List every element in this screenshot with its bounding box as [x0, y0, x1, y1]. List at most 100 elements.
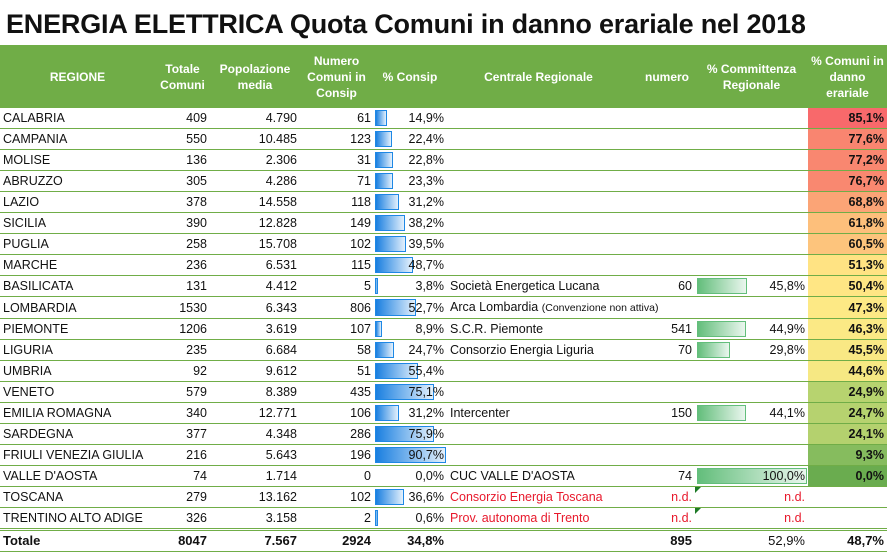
cell-numero-consip[interactable]: 0 [300, 465, 373, 487]
cell-centrale-regionale[interactable]: Società Energetica Lucana [447, 275, 630, 297]
cell-centrale-regionale[interactable]: Intercenter [447, 402, 630, 424]
cell-perc-committenza[interactable]: n.d. [695, 507, 808, 530]
cell-perc-committenza[interactable] [695, 191, 808, 213]
cell-numero[interactable] [630, 423, 695, 445]
table-row[interactable]: TOSCANA 279 13.162 102 36,6% Consorzio Energi… [0, 486, 887, 508]
cell-perc-consip[interactable]: 55,4% [373, 360, 447, 382]
cell-perc-danno[interactable]: 24,9% [808, 381, 887, 403]
cell-totale-comuni[interactable]: 550 [155, 128, 210, 150]
cell-perc-consip[interactable]: 52,7% [373, 296, 447, 319]
cell-perc-consip[interactable]: 90,7% [373, 444, 447, 466]
cell-regione[interactable]: PIEMONTE [0, 318, 155, 340]
cell-totale-comuni[interactable]: 378 [155, 191, 210, 213]
total-totale-comuni[interactable]: 8047 [155, 528, 210, 552]
cell-numero-consip[interactable]: 51 [300, 360, 373, 382]
cell-numero[interactable]: 541 [630, 318, 695, 340]
cell-regione[interactable]: EMILIA ROMAGNA [0, 402, 155, 424]
cell-perc-committenza[interactable] [695, 233, 808, 255]
cell-perc-danno[interactable] [808, 507, 887, 530]
cell-perc-consip[interactable]: 36,6% [373, 486, 447, 508]
cell-popolazione-media[interactable]: 8.389 [210, 381, 300, 403]
table-row[interactable]: TRENTINO ALTO ADIGE 326 3.158 2 0,6% Prov. au… [0, 507, 887, 530]
cell-numero[interactable]: n.d. [630, 486, 695, 508]
comment-indicator-icon[interactable] [695, 487, 701, 493]
cell-perc-consip[interactable]: 8,9% [373, 318, 447, 340]
cell-centrale-regionale[interactable] [447, 444, 630, 466]
cell-totale-comuni[interactable]: 377 [155, 423, 210, 445]
col-header-perc-committenza[interactable]: % Committenza Regionale [695, 45, 808, 108]
cell-centrale-regionale[interactable] [447, 360, 630, 382]
col-header-perc-danno[interactable]: % Comuni in danno erariale [808, 45, 887, 108]
cell-numero[interactable] [630, 381, 695, 403]
cell-perc-consip[interactable]: 22,4% [373, 128, 447, 150]
col-header-centrale[interactable]: Centrale Regionale [447, 45, 630, 108]
cell-numero[interactable] [630, 108, 695, 129]
cell-regione[interactable]: BASILICATA [0, 275, 155, 297]
cell-regione[interactable]: LOMBARDIA [0, 296, 155, 319]
cell-perc-consip[interactable]: 0,0% [373, 465, 447, 487]
table-row[interactable]: LOMBARDIA 1530 6.343 806 52,7% Arca Lombardia… [0, 296, 887, 319]
cell-totale-comuni[interactable]: 216 [155, 444, 210, 466]
cell-perc-consip[interactable]: 31,2% [373, 191, 447, 213]
cell-numero-consip[interactable]: 196 [300, 444, 373, 466]
table-row[interactable]: EMILIA ROMAGNA 340 12.771 106 31,2% Intercent… [0, 402, 887, 424]
cell-numero[interactable] [630, 212, 695, 234]
cell-numero-consip[interactable]: 58 [300, 339, 373, 361]
cell-totale-comuni[interactable]: 92 [155, 360, 210, 382]
cell-perc-committenza[interactable] [695, 444, 808, 466]
table-row[interactable]: SICILIA 390 12.828 149 38,2% 61,8% [0, 212, 887, 234]
cell-totale-comuni[interactable]: 340 [155, 402, 210, 424]
col-header-popolazione-media[interactable]: Popolazione media [210, 45, 300, 108]
cell-popolazione-media[interactable]: 4.412 [210, 275, 300, 297]
cell-perc-danno[interactable]: 44,6% [808, 360, 887, 382]
cell-totale-comuni[interactable]: 236 [155, 254, 210, 276]
cell-centrale-regionale[interactable] [447, 170, 630, 192]
cell-perc-danno[interactable]: 77,2% [808, 149, 887, 171]
cell-centrale-regionale[interactable] [447, 108, 630, 129]
cell-popolazione-media[interactable]: 15.708 [210, 233, 300, 255]
cell-regione[interactable]: PUGLIA [0, 233, 155, 255]
total-label[interactable]: Totale [0, 528, 155, 552]
cell-totale-comuni[interactable]: 305 [155, 170, 210, 192]
cell-centrale-regionale[interactable] [447, 128, 630, 150]
table-row[interactable]: CALABRIA 409 4.790 61 14,9% 85,1% [0, 108, 887, 129]
table-row[interactable]: LIGURIA 235 6.684 58 24,7% Consorzio Energia … [0, 339, 887, 361]
cell-totale-comuni[interactable]: 390 [155, 212, 210, 234]
cell-numero[interactable]: 70 [630, 339, 695, 361]
cell-popolazione-media[interactable]: 4.790 [210, 108, 300, 129]
cell-regione[interactable]: VENETO [0, 381, 155, 403]
cell-centrale-regionale[interactable] [447, 233, 630, 255]
cell-perc-consip[interactable]: 38,2% [373, 212, 447, 234]
cell-numero[interactable] [630, 149, 695, 171]
cell-perc-danno[interactable]: 46,3% [808, 318, 887, 340]
cell-regione[interactable]: SARDEGNA [0, 423, 155, 445]
cell-popolazione-media[interactable]: 6.531 [210, 254, 300, 276]
cell-perc-committenza[interactable]: n.d. [695, 486, 808, 508]
cell-regione[interactable]: VALLE D'AOSTA [0, 465, 155, 487]
cell-perc-consip[interactable]: 75,9% [373, 423, 447, 445]
cell-numero-consip[interactable]: 118 [300, 191, 373, 213]
cell-numero-consip[interactable]: 149 [300, 212, 373, 234]
cell-centrale-regionale[interactable] [447, 149, 630, 171]
cell-numero[interactable]: 150 [630, 402, 695, 424]
cell-popolazione-media[interactable]: 5.643 [210, 444, 300, 466]
cell-popolazione-media[interactable]: 2.306 [210, 149, 300, 171]
cell-centrale-regionale[interactable]: Arca Lombardia (Convenzione non attiva) [447, 296, 658, 319]
cell-perc-danno[interactable]: 24,7% [808, 402, 887, 424]
cell-perc-danno[interactable] [808, 486, 887, 508]
cell-perc-danno[interactable]: 0,0% [808, 465, 887, 487]
total-popolazione-media[interactable]: 7.567 [210, 528, 300, 552]
cell-perc-committenza[interactable]: 44,1% [695, 402, 808, 424]
cell-totale-comuni[interactable]: 136 [155, 149, 210, 171]
cell-numero[interactable] [630, 191, 695, 213]
cell-numero[interactable] [630, 296, 695, 319]
cell-perc-danno[interactable]: 45,5% [808, 339, 887, 361]
cell-numero-consip[interactable]: 107 [300, 318, 373, 340]
cell-numero[interactable]: n.d. [630, 507, 695, 530]
cell-totale-comuni[interactable]: 131 [155, 275, 210, 297]
cell-perc-consip[interactable]: 48,7% [373, 254, 447, 276]
col-header-numero[interactable]: numero [630, 45, 695, 108]
cell-perc-consip[interactable]: 3,8% [373, 275, 447, 297]
cell-numero-consip[interactable]: 31 [300, 149, 373, 171]
col-header-perc-consip[interactable]: % Consip [373, 45, 447, 108]
